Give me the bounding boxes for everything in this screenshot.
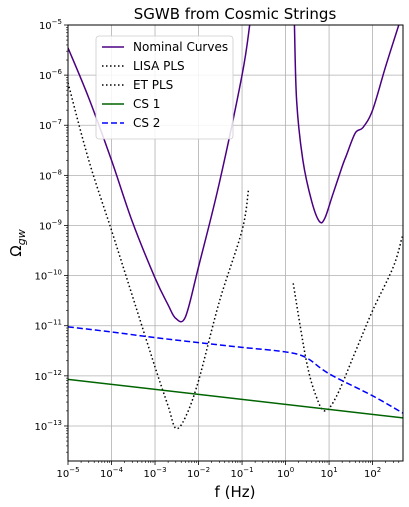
x-axis-label: f (Hz)	[215, 483, 256, 501]
y-tick-label: 10−13	[34, 419, 62, 433]
series-line-0	[68, 25, 251, 323]
y-tick-label: 10−11	[34, 319, 62, 333]
legend-label: CS 2	[133, 116, 160, 130]
ticks: 10−5 10−4 10−3 10−2 10−1 100 101 102 10−5 10−6 10−…	[34, 18, 400, 480]
x-tick-label: 10−4	[100, 466, 124, 480]
series-line-5	[68, 326, 403, 414]
y-tick-label: 10−7	[39, 118, 62, 132]
legend-label: LISA PLS	[133, 59, 185, 73]
y-tick-label: 10−9	[39, 218, 62, 232]
y-tick-label: 10−6	[39, 68, 63, 82]
y-tick-label: 10−5	[39, 18, 62, 32]
x-tick-label: 102	[364, 466, 381, 480]
series-line-4	[68, 378, 403, 419]
legend-label: Nominal Curves	[133, 40, 228, 54]
legend-label: ET PLS	[133, 78, 173, 92]
chart-title: SGWB from Cosmic Strings	[134, 5, 337, 23]
x-tick-label: 10−5	[56, 466, 79, 480]
series-line-1	[293, 25, 400, 224]
legend-box	[95, 35, 234, 140]
y-tick-label: 10−8	[39, 168, 62, 182]
x-tick-label: 100	[277, 466, 294, 480]
y-axis-label: Ωgw	[7, 229, 28, 256]
legend: Nominal Curves LISA PLS ET PLS CS 1 CS 2	[95, 35, 234, 140]
series-layer	[68, 25, 403, 430]
legend-label: CS 1	[133, 97, 160, 111]
series-line-3	[292, 236, 403, 412]
x-tick-label: 101	[320, 466, 337, 480]
y-tick-label: 10−10	[34, 269, 62, 283]
x-tick-label: 10−3	[143, 466, 166, 480]
x-tick-label: 10−1	[231, 466, 254, 480]
x-tick-label: 10−2	[187, 466, 210, 480]
y-tick-label: 10−12	[34, 369, 62, 383]
